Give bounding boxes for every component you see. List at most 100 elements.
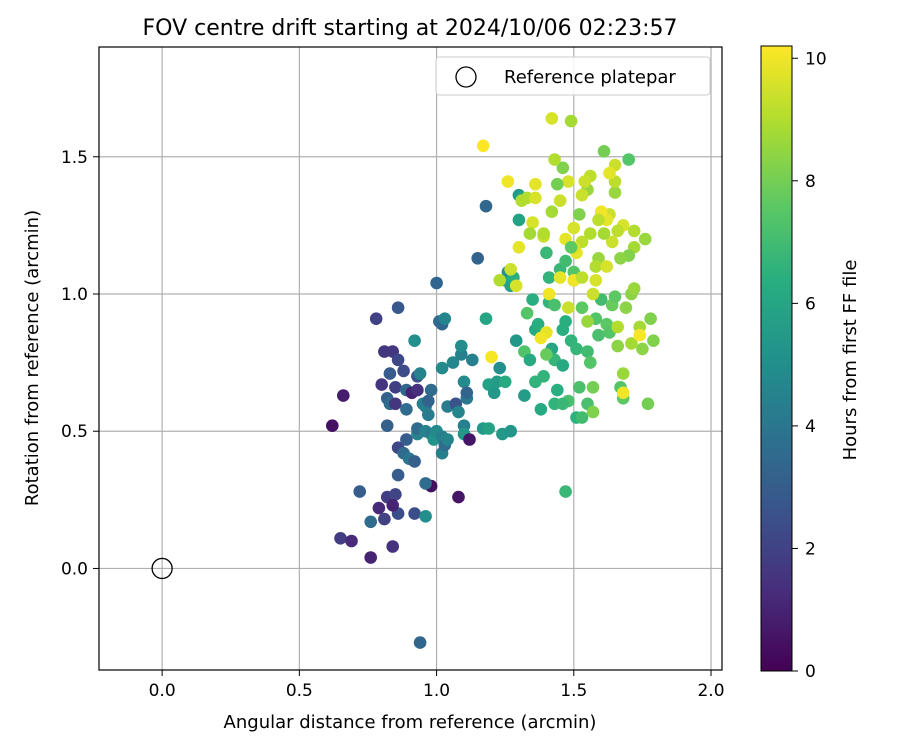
scatter-point [608,290,622,304]
scatter-point [597,145,611,158]
scatter-point [523,353,537,367]
scatter-point [614,251,627,265]
y-tick-label: 1.5 [61,148,88,168]
scatter-point [564,241,578,254]
scatter-point [548,298,561,312]
scatter-point [567,221,581,235]
scatter-point [408,455,421,468]
scatter-point [479,312,493,326]
scatter-point [501,175,515,188]
scatter-point [526,216,539,229]
scatter-point [411,383,424,397]
scatter-point [520,306,534,320]
scatter-point [545,112,559,125]
y-tick-label: 0.5 [61,422,88,442]
scatter-point [485,350,498,364]
y-tick-label: 1.0 [61,285,88,305]
scatter-point [534,403,548,416]
data-points [326,112,660,649]
scatter-point [389,397,402,411]
scatter-point [589,260,603,273]
scatter-point [422,394,435,408]
scatter-point [422,408,435,422]
scatter-point [509,334,523,348]
scatter-point [638,232,652,246]
scatter-point [622,153,635,166]
x-tick-label: 1.5 [560,681,587,701]
scatter-point [529,177,542,191]
scatter-point [589,274,603,287]
scatter-point [518,389,531,402]
scatter-point [537,370,550,383]
scatter-point [575,271,589,284]
scatter-point [548,153,561,166]
scatter-point [575,301,589,315]
x-tick-label: 0.0 [149,681,176,701]
x-tick-label: 0.5 [286,681,313,701]
scatter-point [551,177,564,191]
scatter-point [616,386,630,400]
scatter-point [413,367,427,380]
scatter-point [400,433,413,446]
y-tick-label: 0.0 [61,559,88,579]
scatter-point [641,397,655,411]
scatter-point [573,381,586,394]
scatter-point [611,320,624,334]
scatter-point [592,328,605,342]
scatter-point [487,386,501,400]
scatter-point [430,276,443,290]
scatter-point [636,342,649,356]
scatter-point [400,403,413,416]
scatter-point [542,271,556,284]
scatter-point [378,512,391,526]
scatter-point [619,301,633,315]
plot-frame [98,46,723,671]
scatter-point [537,227,550,240]
scatter-point [556,397,570,411]
scatter-point [512,241,526,254]
scatter-point [441,433,454,446]
colorbar-tick-label: 8 [805,172,816,192]
scatter-point [353,485,367,498]
scatter-point [553,271,567,284]
scatter-point [559,485,572,498]
colorbar-tick-label: 4 [805,417,816,437]
scatter-point [562,301,575,315]
chart-title: FOV centre drift starting at 2024/10/06 … [143,16,678,41]
reference-marker-group [151,557,173,580]
scatter-point [553,194,567,207]
scatter-point [457,375,471,389]
scatter-point [391,468,405,482]
scatter-point [446,356,460,369]
y-axis-ticks: 0.0 0.5 1.0 1.5 [61,148,99,579]
scatter-point [334,532,347,545]
scatter-point [476,139,490,153]
colorbar-ticks: 0 2 4 6 8 10 [792,49,827,682]
scatter-point [419,477,432,490]
scatter-point [526,293,539,306]
scatter-point [545,205,559,218]
colorbar-label: Hours from first FF file [840,260,861,461]
scatter-point [364,515,378,529]
colorbar-tick-label: 2 [805,539,816,559]
gridlines [99,47,722,670]
legend-reference-marker [455,66,477,88]
scatter-point [389,488,402,501]
scatter-point [493,274,507,287]
scatter-point [452,405,465,419]
colorbar-tick-label: 10 [805,49,827,69]
scatter-point [529,191,542,205]
scatter-point [380,419,394,433]
scatter-point [386,540,400,553]
scatter-point [556,359,570,372]
scatter-point [391,301,405,315]
scatter-point [523,227,537,240]
scatter-point [345,534,358,548]
scatter-point [564,114,578,128]
scatter-point [408,334,421,348]
scatter-point [559,315,572,328]
scatter-point [573,208,586,221]
scatter-point [326,419,339,433]
scatter-point [438,312,452,326]
scatter-point [534,331,548,345]
